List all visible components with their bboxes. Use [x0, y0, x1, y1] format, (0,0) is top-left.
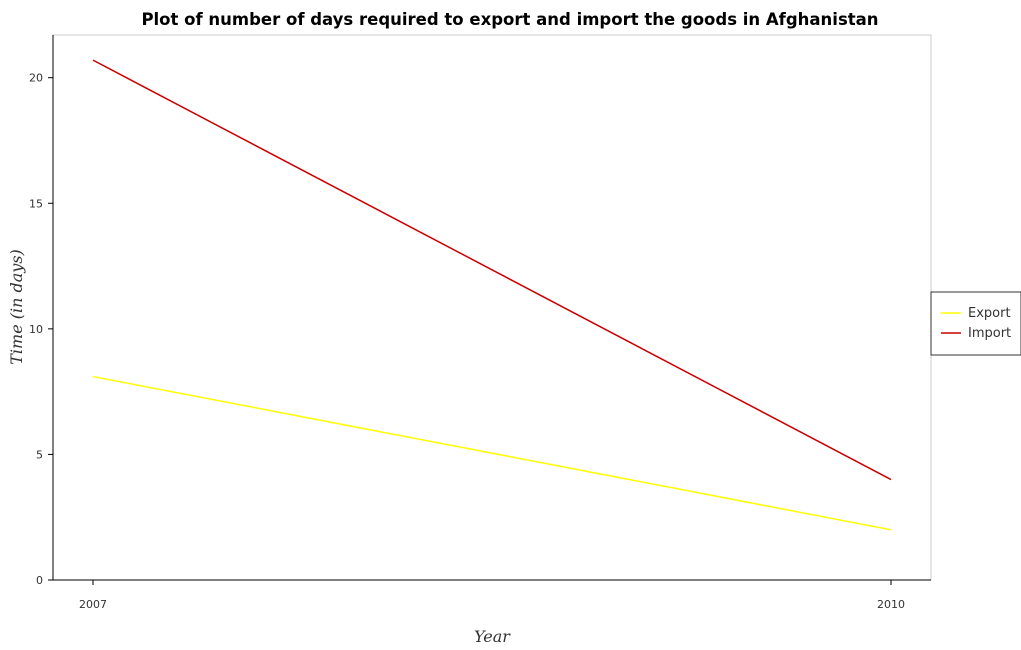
y-tick-label: 0	[36, 574, 43, 587]
y-axis-label: Time (in days)	[7, 249, 26, 365]
x-tick-label: 2007	[79, 598, 107, 611]
series-layer	[92, 59, 892, 531]
y-tick-label: 15	[29, 197, 43, 210]
x-tick-label: 2010	[877, 598, 905, 611]
legend-label-export: Export	[968, 306, 1011, 321]
series-line-export	[92, 375, 892, 531]
legend-label-import: Import	[968, 326, 1011, 341]
y-ticks: 0 5 10 15 20	[29, 72, 53, 587]
chart-title: Plot of number of days required to expor…	[141, 10, 878, 29]
legend: Export Import	[930, 291, 1021, 356]
x-ticks: 2007 2010	[79, 580, 905, 611]
plot-area	[52, 34, 932, 581]
x-axis-label: Year	[474, 627, 511, 646]
y-tick-label: 5	[36, 448, 43, 461]
y-tick-label: 10	[29, 323, 43, 336]
series-line-import	[92, 59, 892, 481]
legend-box	[930, 291, 1021, 356]
y-tick-label: 20	[29, 72, 43, 85]
